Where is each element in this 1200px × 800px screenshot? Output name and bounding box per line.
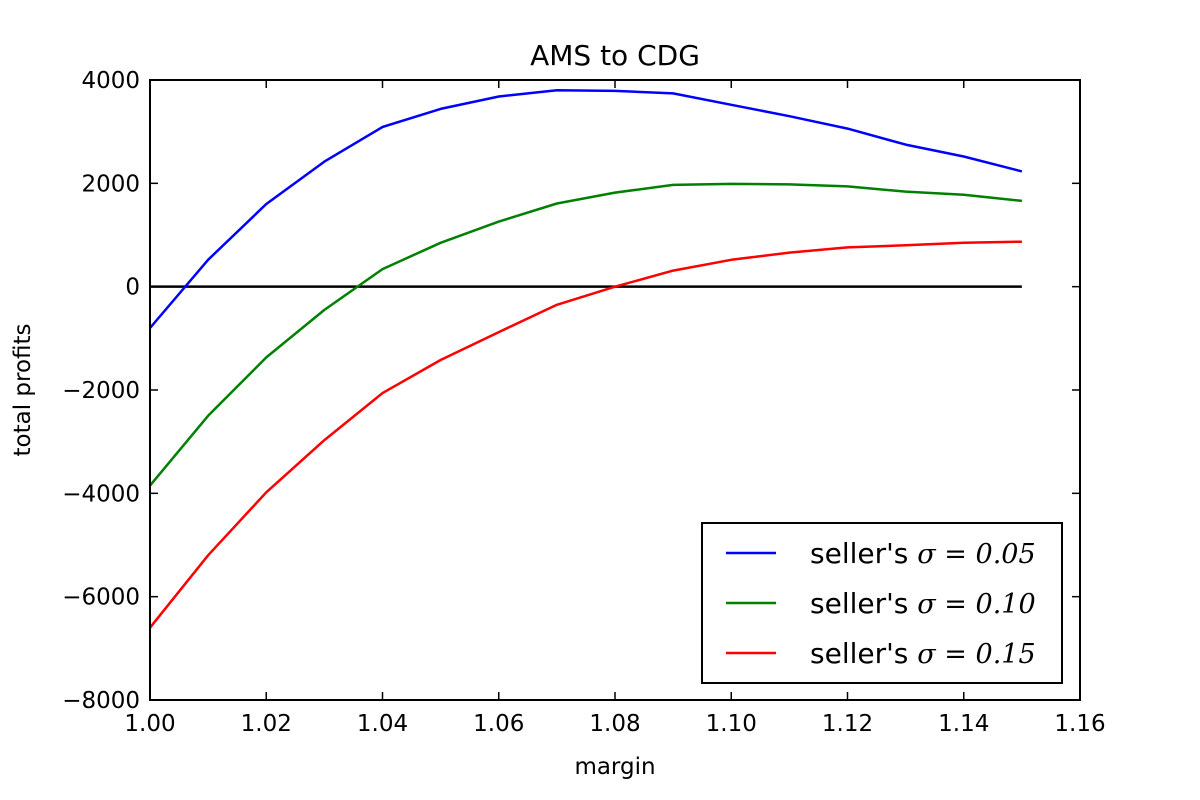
y-tick-label: −2000	[62, 378, 140, 404]
x-ticks: 1.00 1.02 1.04 1.06 1.08 1.10 1.12 1.14 1.16	[124, 80, 1106, 737]
x-tick-label: 1.10	[706, 711, 757, 737]
x-tick-label: 1.00	[124, 711, 175, 737]
legend-entry-1: seller's σ = 0.05	[810, 537, 1036, 570]
x-tick-label: 1.06	[473, 711, 524, 737]
x-tick-label: 1.04	[357, 711, 408, 737]
series-line-2	[149, 182, 1023, 487]
y-tick-label: 2000	[81, 171, 140, 197]
x-tick-label: 1.02	[241, 711, 292, 737]
y-ticks: −8000 −6000 −4000 −2000 0 2000 4000	[62, 68, 1080, 714]
y-tick-label: 4000	[81, 68, 140, 94]
y-tick-label: −4000	[62, 481, 140, 507]
legend: seller's σ = 0.05 seller's σ = 0.10 seller…	[701, 522, 1063, 684]
series-layer	[149, 89, 1023, 629]
y-tick-label: 0	[125, 275, 140, 301]
x-tick-label: 1.14	[938, 711, 989, 737]
x-tick-label: 1.12	[822, 711, 873, 737]
y-tick-label: −6000	[62, 585, 140, 611]
chart-title: AMS to CDG	[530, 39, 700, 72]
y-axis-label: total profits	[10, 323, 36, 456]
x-tick-label: 1.08	[589, 711, 640, 737]
series-line-1	[149, 89, 1023, 329]
legend-entry-2: seller's σ = 0.10	[810, 587, 1036, 620]
x-tick-label: 1.16	[1054, 711, 1105, 737]
x-axis-label: margin	[574, 754, 655, 780]
y-tick-label: −8000	[62, 688, 140, 714]
legend-entry-3: seller's σ = 0.15	[810, 637, 1036, 670]
series-line-3	[149, 240, 1022, 629]
